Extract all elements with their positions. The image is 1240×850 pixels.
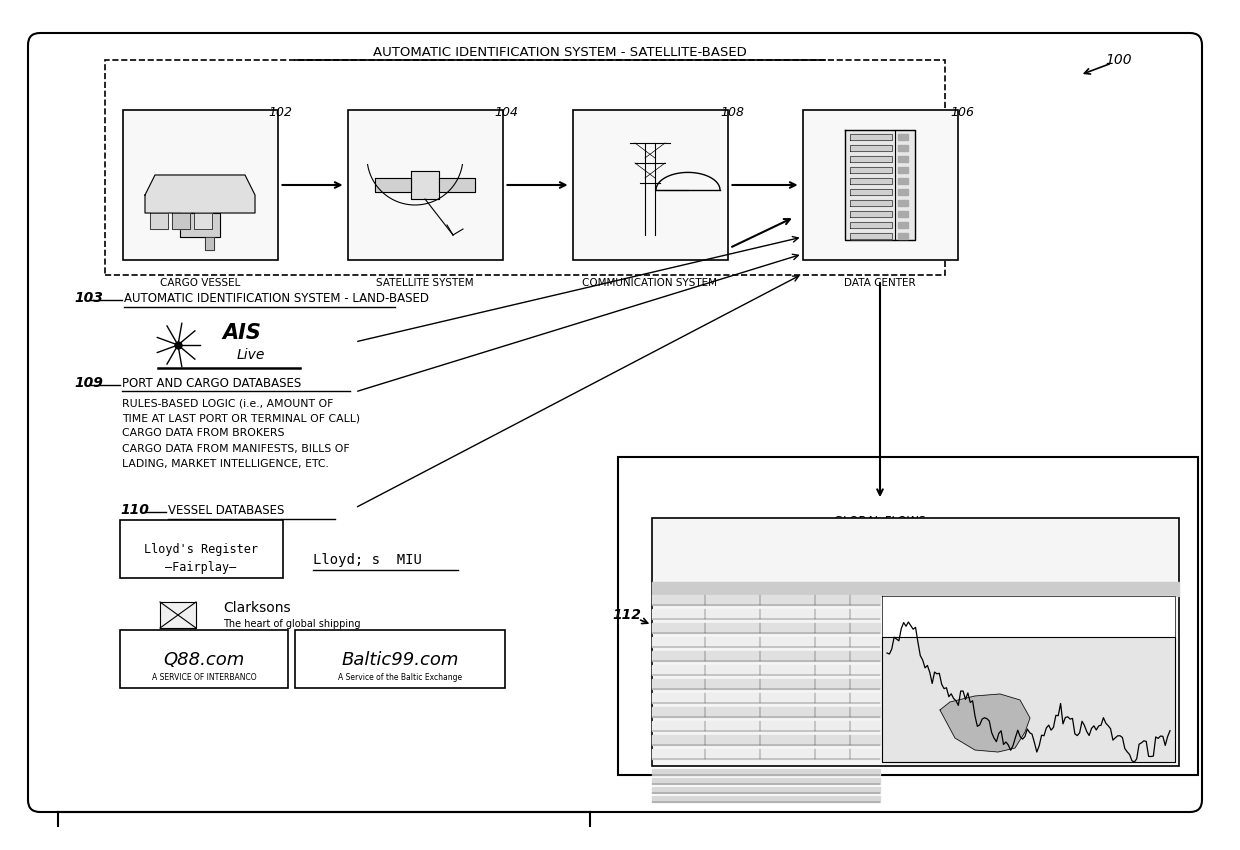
Text: Lloyd's Register: Lloyd's Register [144,543,258,557]
Text: PORT AND CARGO DATABASES: PORT AND CARGO DATABASES [122,377,301,389]
Polygon shape [849,233,892,239]
Bar [802,110,957,260]
Text: VESSEL DATABASES: VESSEL DATABASES [167,503,284,517]
Polygon shape [652,693,880,703]
Polygon shape [652,787,880,793]
Polygon shape [410,171,439,199]
Bar [295,630,505,688]
Polygon shape [898,134,908,140]
Text: —Fairplay—: —Fairplay— [165,560,237,574]
Polygon shape [652,595,880,605]
Bar [652,518,1179,766]
Polygon shape [898,167,908,173]
Polygon shape [145,175,255,213]
Polygon shape [849,189,892,195]
Polygon shape [898,178,908,184]
Polygon shape [652,749,880,759]
Polygon shape [193,213,212,229]
Bar [120,630,288,688]
Text: 102: 102 [268,105,291,118]
Text: The heart of global shipping: The heart of global shipping [223,619,361,629]
Bar [882,637,1176,762]
Polygon shape [849,156,892,162]
Text: Live: Live [237,348,265,362]
Polygon shape [652,582,1179,596]
Polygon shape [652,707,880,717]
Polygon shape [898,145,908,151]
Polygon shape [898,156,908,162]
Polygon shape [849,178,892,184]
Bar [573,110,728,260]
Text: 104: 104 [494,105,518,118]
Polygon shape [652,721,880,731]
Text: Lloyd; s  MIU: Lloyd; s MIU [312,553,422,567]
Text: 112: 112 [613,608,641,622]
Polygon shape [652,623,880,633]
Text: 106: 106 [950,105,973,118]
Text: Q88.com: Q88.com [164,651,244,669]
Polygon shape [898,222,908,228]
Text: Baltic99.com: Baltic99.com [341,651,459,669]
Polygon shape [652,796,880,802]
Text: 114: 114 [1114,575,1140,589]
Text: A SERVICE OF INTERBANCO: A SERVICE OF INTERBANCO [151,672,257,682]
Text: AIS: AIS [222,323,260,343]
Polygon shape [652,735,880,745]
Polygon shape [849,222,892,228]
Polygon shape [652,679,880,689]
Polygon shape [882,596,1176,762]
Polygon shape [160,602,196,628]
Polygon shape [849,167,892,173]
Polygon shape [439,178,475,192]
Polygon shape [652,609,880,619]
Polygon shape [374,178,410,192]
Polygon shape [849,211,892,217]
Text: DATA CENTER: DATA CENTER [844,278,916,288]
FancyBboxPatch shape [29,33,1202,812]
Polygon shape [652,769,880,775]
Text: AUTOMATIC IDENTIFICATION SYSTEM - LAND-BASED: AUTOMATIC IDENTIFICATION SYSTEM - LAND-B… [124,292,429,304]
Text: 100: 100 [1105,53,1132,67]
Text: CARGO VESSEL: CARGO VESSEL [160,278,241,288]
Polygon shape [849,200,892,206]
Polygon shape [150,213,167,229]
FancyBboxPatch shape [618,457,1198,775]
Text: RULES-BASED LOGIC (i.e., AMOUNT OF
TIME AT LAST PORT OR TERMINAL OF CALL)
CARGO : RULES-BASED LOGIC (i.e., AMOUNT OF TIME … [122,398,360,469]
Polygon shape [940,694,1030,752]
Polygon shape [849,145,892,151]
Bar [123,110,278,260]
Bar [120,520,283,578]
Polygon shape [898,211,908,217]
Polygon shape [180,213,219,237]
Text: A Service of the Baltic Exchange: A Service of the Baltic Exchange [339,672,463,682]
Polygon shape [898,233,908,239]
Polygon shape [898,200,908,206]
Polygon shape [652,778,880,784]
Text: SATELLITE SYSTEM: SATELLITE SYSTEM [376,278,474,288]
Text: COMMUNICATION SYSTEM: COMMUNICATION SYSTEM [583,278,718,288]
Text: GLOBAL FLOWS: GLOBAL FLOWS [835,515,926,528]
Text: 103: 103 [74,291,103,305]
Polygon shape [205,237,215,250]
Text: 109: 109 [74,376,103,390]
FancyBboxPatch shape [105,60,945,275]
Text: AUTOMATIC IDENTIFICATION SYSTEM - SATELLITE-BASED: AUTOMATIC IDENTIFICATION SYSTEM - SATELL… [373,46,746,59]
Polygon shape [652,665,880,675]
Polygon shape [844,130,915,240]
Text: 108: 108 [720,105,744,118]
Polygon shape [172,213,190,229]
Polygon shape [849,134,892,140]
Polygon shape [652,637,880,647]
Text: 110: 110 [120,503,149,517]
Text: TRADING FLOOR OR OPERATION: TRADING FLOOR OR OPERATION [807,541,1008,554]
Bar [347,110,502,260]
Polygon shape [652,651,880,661]
Polygon shape [898,189,908,195]
Text: Clarksons: Clarksons [223,601,290,615]
